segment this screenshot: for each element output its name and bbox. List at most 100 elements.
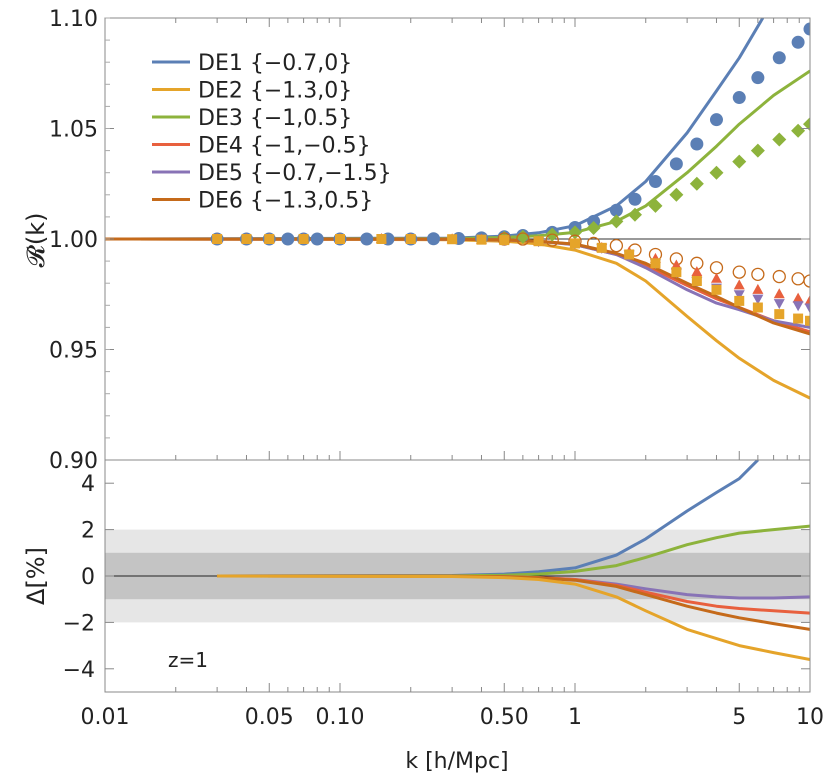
- bottom-y-tick-label: −2: [63, 611, 95, 636]
- marker-de5: [733, 290, 745, 301]
- marker-de3: [791, 123, 806, 138]
- legend-label-de3: DE3 {−1,0.5}: [198, 106, 352, 131]
- legend-label-de1: DE1 {−0.7,0}: [198, 51, 352, 76]
- x-tick-label: 5: [732, 705, 746, 730]
- bottom-y-tick-label: 4: [81, 472, 95, 497]
- marker-de3: [803, 117, 810, 132]
- marker-de3: [689, 176, 704, 191]
- top-y-tick-label: 1.00: [49, 228, 98, 253]
- bottom-panel: −4 −2 0 2 4 0.01 0.05 0.10 0.50 1 5 10: [63, 459, 824, 730]
- marker-group: [210, 22, 810, 326]
- marker-de1: [791, 35, 805, 49]
- top-line-de5: [105, 237, 810, 329]
- redshift-annotation: z=1: [168, 648, 208, 672]
- marker-de3: [609, 214, 624, 229]
- x-axis-label: k [h/Mpc]: [405, 749, 508, 774]
- marker-de2: [624, 249, 635, 260]
- marker-de3: [750, 143, 765, 158]
- marker-de1: [803, 22, 810, 36]
- x-tick-label: 10: [796, 705, 824, 730]
- marker-de4: [733, 279, 745, 290]
- marker-de2: [476, 234, 487, 245]
- marker-de2: [691, 275, 702, 286]
- marker-de6: [791, 272, 805, 286]
- top-line-de2: [105, 237, 810, 400]
- marker-de4: [773, 288, 785, 299]
- marker-de2: [533, 236, 544, 247]
- marker-de2: [376, 234, 387, 244]
- marker-de6: [516, 232, 530, 246]
- marker-de1: [669, 157, 683, 171]
- marker-de2: [570, 238, 580, 249]
- marker-de4: [670, 259, 682, 270]
- top-y-tick-label: 1.05: [49, 118, 98, 143]
- marker-de2: [405, 234, 416, 244]
- legend-label-de5: DE5 {−0.7,−1.5}: [198, 161, 392, 186]
- marker-de2: [711, 284, 722, 295]
- marker-de1: [427, 232, 441, 246]
- top-y-tick-label: 1.10: [49, 7, 98, 32]
- marker-de6: [751, 267, 765, 282]
- x-tick-label: 0.05: [245, 705, 294, 730]
- marker-de3: [586, 220, 601, 235]
- bottom-y-axis-label: Δ[%]: [22, 547, 50, 605]
- marker-de3: [732, 154, 747, 169]
- x-tick-label: 0.01: [81, 705, 130, 730]
- marker-de6: [732, 265, 746, 279]
- top-line-de4: [105, 237, 810, 334]
- legend-label-de6: DE6 {−1.3,0.5}: [198, 189, 373, 214]
- marker-de2: [264, 234, 275, 244]
- marker-de3: [669, 187, 684, 202]
- legend-label-de4: DE4 {−1,−0.5}: [198, 134, 371, 159]
- marker-de6: [609, 238, 624, 253]
- marker-de1: [310, 232, 324, 246]
- marker-de4: [710, 272, 722, 283]
- marker-de1: [751, 71, 765, 85]
- marker-de3: [627, 207, 642, 222]
- marker-de6: [709, 261, 724, 275]
- bottom-y-tick-label: 2: [81, 519, 95, 544]
- marker-de4: [804, 294, 810, 305]
- marker-de1: [360, 232, 374, 246]
- top-y-tick-label: 0.95: [49, 339, 98, 364]
- bottom-series-group: [217, 460, 810, 661]
- marker-de3: [772, 132, 787, 147]
- marker-de3: [709, 165, 724, 180]
- marker-de1: [709, 113, 723, 127]
- marker-de2: [671, 267, 682, 278]
- marker-de5: [752, 294, 764, 305]
- marker-de1: [281, 232, 295, 246]
- marker-de1: [628, 192, 642, 206]
- marker-de4: [691, 266, 703, 277]
- marker-de2: [793, 313, 804, 324]
- marker-de2: [298, 234, 309, 244]
- legend: DE1 {−0.7,0} DE2 {−1.3,0}DE3 {−1,0.5} DE4 …: [152, 51, 392, 214]
- marker-de2: [241, 234, 252, 244]
- marker-de1: [690, 137, 704, 151]
- bottom-y-tick-label: −4: [63, 658, 95, 683]
- marker-de2: [650, 258, 661, 269]
- marker-de2: [499, 235, 510, 246]
- marker-de2: [335, 234, 345, 244]
- top-line-de6: [105, 237, 810, 336]
- marker-de2: [212, 234, 223, 244]
- top-y-axis-label: 𝓡(k): [22, 212, 50, 267]
- legend-label-de2: DE2 {−1.3,0}: [198, 79, 352, 104]
- marker-de2: [734, 295, 745, 306]
- marker-de1: [732, 91, 746, 105]
- marker-de1: [772, 51, 786, 65]
- top-y-tick-label: 0.90: [49, 449, 98, 474]
- marker-de6: [545, 233, 559, 247]
- bottom-line-de2: [217, 574, 810, 661]
- x-tick-label: 0.50: [480, 705, 529, 730]
- bottom-y-tick-label: 0: [81, 565, 95, 590]
- marker-de1: [609, 203, 623, 217]
- marker-de6: [803, 274, 810, 288]
- marker-de1: [648, 175, 662, 189]
- marker-de5: [792, 301, 804, 312]
- x-tick-label: 0.10: [316, 705, 365, 730]
- marker-de2: [447, 234, 458, 245]
- marker-de3: [515, 229, 530, 244]
- marker-de6: [772, 269, 786, 284]
